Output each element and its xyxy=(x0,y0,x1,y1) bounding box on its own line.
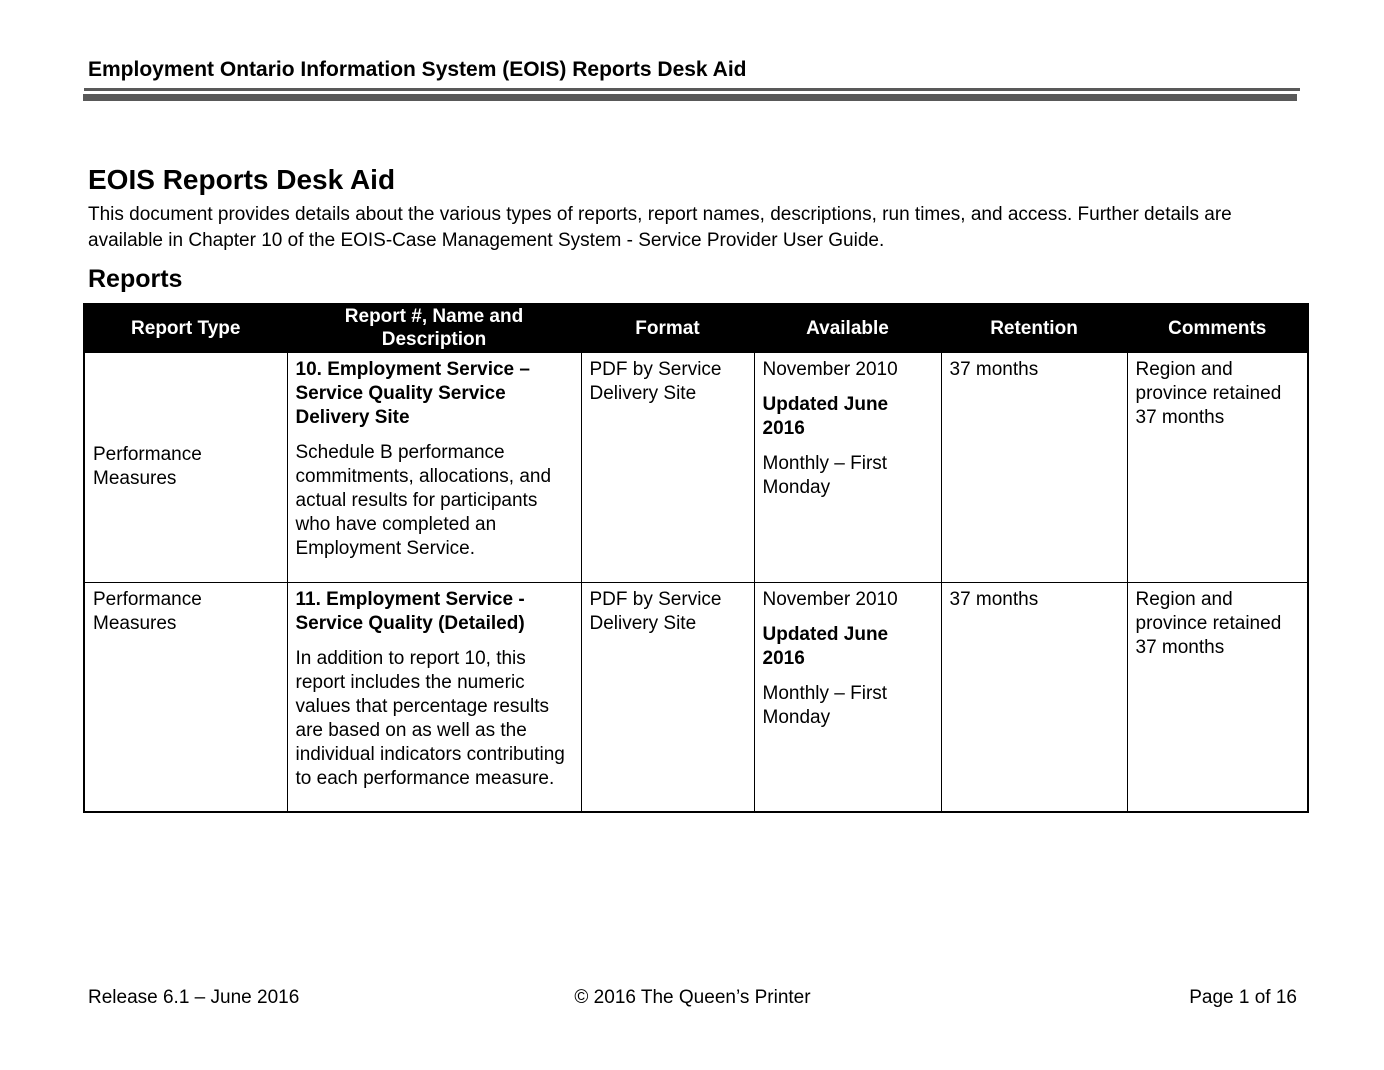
available-updated: Updated June 2016 xyxy=(762,393,889,439)
available-frequency: Monthly – First Monday xyxy=(762,682,888,728)
cell-format: PDF by Service Delivery Site xyxy=(580,581,755,813)
available-updated: Updated June 2016 xyxy=(762,623,889,669)
column-header-name-description: Report #, Name and Description xyxy=(286,303,582,353)
table-row: Performance Measures 11. Employment Serv… xyxy=(83,581,1309,813)
cell-format: PDF by Service Delivery Site xyxy=(580,351,755,583)
section-heading-reports: Reports xyxy=(88,265,183,293)
report-description: In addition to report 10, this report in… xyxy=(295,647,565,789)
table-row: Performance Measures 10. Employment Serv… xyxy=(83,351,1309,583)
cell-comments: Region and province retained 37 months xyxy=(1126,581,1309,813)
cell-available: November 2010 Updated June 2016 Monthly … xyxy=(753,581,942,813)
available-frequency: Monthly – First Monday xyxy=(762,452,888,498)
report-description: Schedule B performance commitments, allo… xyxy=(295,441,552,559)
footer-copyright: © 2016 The Queen’s Printer xyxy=(574,987,811,1008)
report-title: 10. Employment Service – Service Quality… xyxy=(295,358,530,428)
cell-report-type: Performance Measures xyxy=(83,581,288,813)
report-title: 11. Employment Service - Service Quality… xyxy=(295,588,525,634)
footer-release: Release 6.1 – June 2016 xyxy=(88,987,300,1008)
column-header-format: Format xyxy=(580,303,755,353)
cell-name-description: 10. Employment Service – Service Quality… xyxy=(286,351,582,583)
column-header-retention: Retention xyxy=(940,303,1128,353)
column-header-report-type: Report Type xyxy=(83,303,288,353)
cell-available: November 2010 Updated June 2016 Monthly … xyxy=(753,351,942,583)
page-title: EOIS Reports Desk Aid xyxy=(88,164,396,195)
intro-paragraph: This document provides details about the… xyxy=(88,204,1232,251)
available-since: November 2010 xyxy=(762,358,898,380)
reports-table: Report Type Report #, Name and Descripti… xyxy=(83,303,1309,813)
running-header-title: Employment Ontario Information System (E… xyxy=(88,58,747,81)
cell-retention: 37 months xyxy=(940,581,1128,813)
cell-report-type: Performance Measures xyxy=(83,351,288,583)
page-footer: Release 6.1 – June 2016 © 2016 The Queen… xyxy=(88,987,1297,1009)
cell-retention: 37 months xyxy=(940,351,1128,583)
cell-comments: Region and province retained 37 months xyxy=(1126,351,1309,583)
column-header-available: Available xyxy=(753,303,942,353)
available-since: November 2010 xyxy=(762,588,898,610)
header-rule-thick xyxy=(83,94,1297,101)
header-rule-thin xyxy=(84,88,1300,91)
column-header-comments: Comments xyxy=(1126,303,1309,353)
cell-name-description: 11. Employment Service - Service Quality… xyxy=(286,581,582,813)
footer-page-number: Page 1 of 16 xyxy=(1189,987,1297,1008)
table-header-row: Report Type Report #, Name and Descripti… xyxy=(83,303,1309,353)
